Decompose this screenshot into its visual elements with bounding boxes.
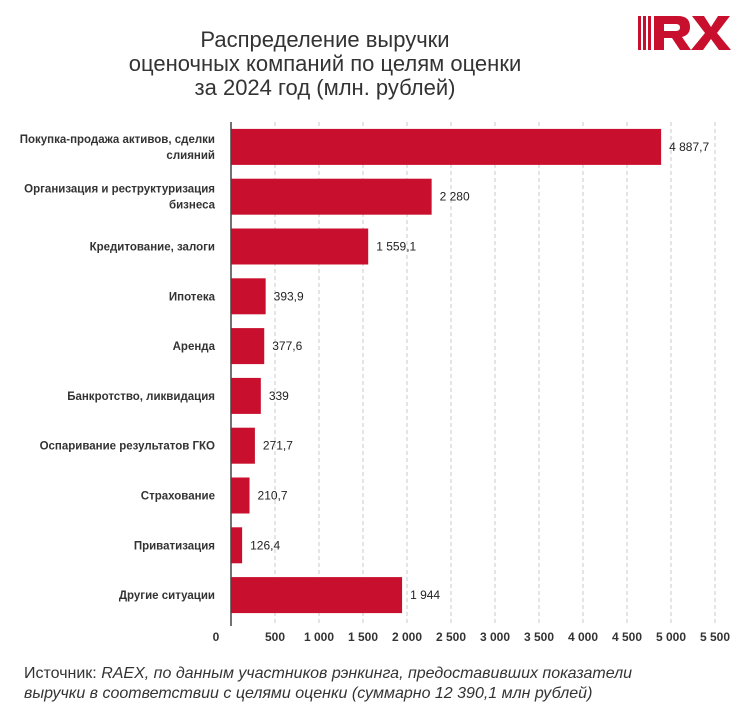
chart-title-line-2: оценочных компаний по целям оценки — [128, 51, 522, 76]
bar — [231, 577, 403, 614]
x-tick-label: 1 500 — [348, 630, 378, 644]
x-tick-label: 4 000 — [568, 630, 598, 644]
bar-value-label: 271,7 — [263, 439, 293, 453]
bar-value-label: 377,6 — [272, 339, 302, 353]
bar — [231, 427, 255, 464]
bar — [231, 377, 261, 414]
bar-value-label: 339 — [269, 389, 289, 403]
raex-logo — [638, 16, 731, 50]
bar-value-label: 1 944 — [410, 588, 440, 602]
category-label: Ипотека — [169, 291, 216, 303]
x-tick-label: 3 500 — [524, 630, 554, 644]
x-tick-label: 0 — [213, 630, 220, 644]
x-tick-label: 3 000 — [480, 630, 510, 644]
bar — [231, 477, 250, 514]
x-tick-label: 5 500 — [700, 630, 730, 644]
footer-source: RAEX — [101, 665, 145, 682]
bar-value-label: 126,4 — [250, 538, 280, 552]
category-label: Оспаривание результатов ГКО — [40, 441, 215, 453]
footer-line-2: выручки в соответствии с целями оценки (… — [24, 685, 593, 702]
x-tick-label: 2 000 — [392, 630, 422, 644]
logo-x-letter — [691, 16, 731, 50]
footer-line-1: Источник: RAEX, по данным участников рэн… — [24, 664, 734, 684]
x-tick-label: 4 500 — [612, 630, 642, 644]
bar-value-label: 2 280 — [440, 190, 470, 204]
category-label: Аренда — [173, 341, 216, 353]
source-footer: Источник: RAEX, по данным участников рэн… — [24, 664, 734, 704]
bar — [231, 178, 432, 215]
category-label: Организация и реструктуризация — [24, 184, 215, 196]
category-label: Кредитование, залоги — [90, 242, 215, 254]
category-label: слияний — [166, 150, 215, 162]
logo-r-letter — [654, 16, 691, 50]
chart-title-line-1: Распределение выручки — [200, 27, 450, 52]
bar — [231, 228, 369, 265]
category-label: Другие ситуации — [119, 590, 215, 602]
bar-value-label: 1 559,1 — [376, 240, 416, 254]
x-tick-label: 1 000 — [304, 630, 334, 644]
category-label: Приватизация — [134, 540, 215, 552]
bar-value-label: 4 887,7 — [669, 140, 709, 154]
bar-chart: 0 500 1 000 1 500 2 000 2 500 3 000 3 500 4 000 4… — [20, 122, 730, 644]
bar — [231, 328, 265, 365]
category-label: Страхование — [141, 491, 215, 503]
category-label: бизнеса — [169, 200, 216, 212]
chart-title: Распределение выручки оценочных компаний… — [60, 28, 590, 100]
bar — [231, 278, 266, 315]
bar-value-label: 393,9 — [274, 289, 304, 303]
footer-prefix: Источник: — [24, 665, 97, 682]
x-tick-label: 500 — [265, 630, 285, 644]
bar — [231, 527, 243, 564]
category-label: Банкротство, ликвидация — [67, 391, 215, 403]
footer-rest-line-1: , по данным участников рэнкинга, предост… — [144, 665, 632, 682]
chart-title-line-3: за 2024 год (млн. рублей) — [194, 75, 456, 100]
category-label: Покупка-продажа активов, сделки — [20, 134, 215, 146]
x-tick-label: 2 500 — [436, 630, 466, 644]
bar — [231, 128, 662, 165]
bar-value-label: 210,7 — [258, 489, 288, 503]
x-tick-label: 5 000 — [656, 630, 686, 644]
